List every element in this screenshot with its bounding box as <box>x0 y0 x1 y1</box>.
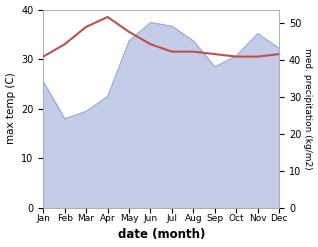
Y-axis label: max temp (C): max temp (C) <box>5 73 16 144</box>
X-axis label: date (month): date (month) <box>118 228 205 242</box>
Y-axis label: med. precipitation (kg/m2): med. precipitation (kg/m2) <box>303 48 313 169</box>
